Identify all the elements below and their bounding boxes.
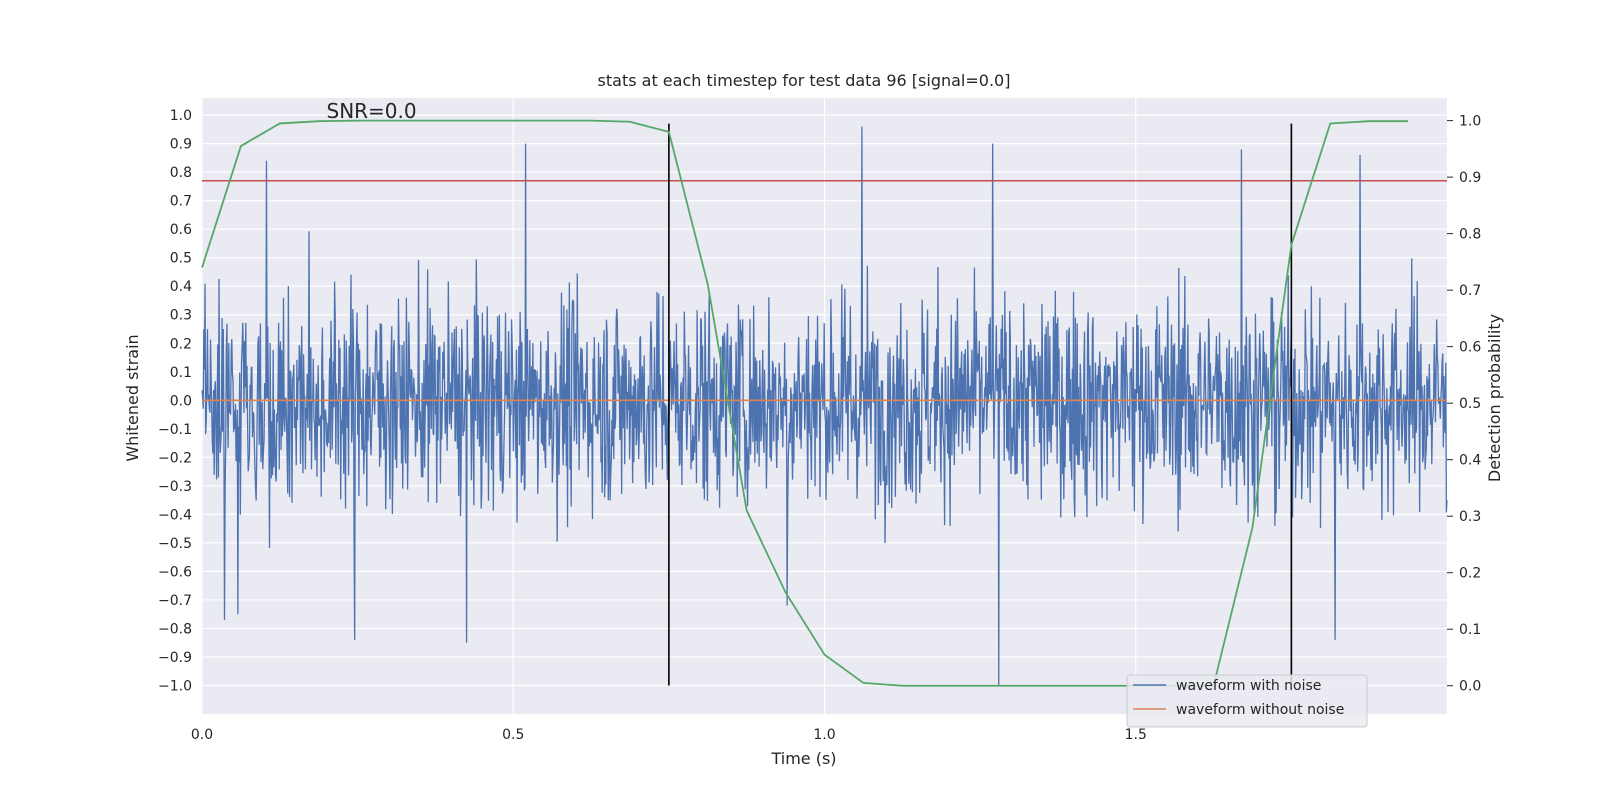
x-axis-ticks: 0.0 0.5 1.0 1.5 <box>191 727 1147 743</box>
y-tick-label: −1.0 <box>158 678 192 694</box>
y-tick-label: −0.5 <box>158 536 192 552</box>
x-tick-label: 0.5 <box>502 727 524 743</box>
y2-axis-ticks: 1.0 0.9 0.8 0.7 0.6 0.5 0.4 0.3 0.2 0.1 0.0 <box>1447 114 1481 695</box>
y-axis-ticks: 1.0 0.9 0.8 0.7 0.6 0.5 0.4 0.3 0.2 0.1 0.0 −0.1 −0.… <box>158 108 192 694</box>
y-tick-label: 0.4 <box>170 279 192 295</box>
legend: waveform with noise waveform without noi… <box>1126 674 1368 728</box>
y-tick-label: 0.5 <box>170 251 192 267</box>
legend-box <box>1126 674 1368 728</box>
y-tick-label: 0.0 <box>170 393 192 409</box>
legend-label-clean: waveform without noise <box>1176 702 1344 718</box>
y-tick-label: −0.4 <box>158 507 192 523</box>
snr-annotation: SNR=0.0 <box>327 99 417 123</box>
legend-label-noise: waveform with noise <box>1176 678 1321 694</box>
chart-title: stats at each timestep for test data 96 … <box>598 71 1011 90</box>
x-tick-label: 0.0 <box>191 727 213 743</box>
x-axis-label: Time (s) <box>770 749 836 768</box>
y2-tick-label: 0.9 <box>1459 170 1481 186</box>
y-tick-label: −0.9 <box>158 650 192 666</box>
y2-tick-label: 0.4 <box>1459 453 1481 469</box>
series-waveform-with-noise <box>201 126 1448 686</box>
y2-axis-label: Detection probability <box>1485 314 1504 482</box>
y-tick-label: −0.6 <box>158 564 192 580</box>
y-tick-label: 0.3 <box>170 308 192 324</box>
y2-tick-label: 0.1 <box>1459 622 1481 638</box>
y2-tick-label: 0.7 <box>1459 283 1481 299</box>
y2-tick-label: 0.0 <box>1459 679 1481 695</box>
noise-series-layer <box>201 126 1448 686</box>
x-tick-label: 1.0 <box>813 727 835 743</box>
y2-tick-label: 0.6 <box>1459 340 1481 356</box>
y-tick-label: 0.6 <box>170 222 192 238</box>
y2-tick-label: 1.0 <box>1459 114 1481 130</box>
y-tick-label: 0.9 <box>170 137 192 153</box>
y-tick-label: −0.7 <box>158 593 192 609</box>
y-tick-label: −0.8 <box>158 621 192 637</box>
y-tick-label: 0.8 <box>170 165 192 181</box>
y-tick-label: 0.7 <box>170 194 192 210</box>
x-tick-label: 1.5 <box>1125 727 1147 743</box>
y-tick-label: 0.2 <box>170 336 192 352</box>
y-tick-label: −0.1 <box>158 422 192 438</box>
y2-tick-label: 0.2 <box>1459 566 1481 582</box>
y-tick-label: 1.0 <box>170 108 192 124</box>
y2-tick-label: 0.8 <box>1459 227 1481 243</box>
y2-tick-label: 0.3 <box>1459 509 1481 525</box>
y-tick-label: −0.2 <box>158 450 192 466</box>
y-axis-label: Whitened strain <box>123 334 142 461</box>
y-tick-label: 0.1 <box>170 365 192 381</box>
y2-tick-label: 0.5 <box>1459 396 1481 412</box>
y-tick-label: −0.3 <box>158 479 192 495</box>
